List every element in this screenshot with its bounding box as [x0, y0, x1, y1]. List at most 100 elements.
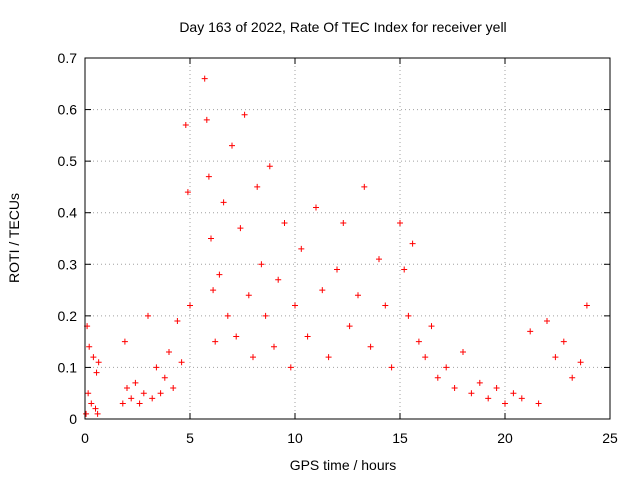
y-tick-label: 0.1 [58, 359, 78, 375]
data-point [157, 390, 164, 397]
data-point [510, 390, 517, 397]
data-point [443, 364, 450, 371]
data-point [468, 390, 475, 397]
data-point [187, 302, 193, 309]
data-point [92, 405, 99, 412]
data-point [124, 385, 130, 392]
data-point [346, 323, 353, 330]
data-point [304, 333, 311, 340]
data-point [237, 225, 244, 232]
data-point [119, 400, 126, 407]
data-point [224, 312, 231, 319]
data-point [205, 173, 212, 180]
data-point [166, 348, 172, 355]
data-points [83, 75, 590, 417]
data-point [382, 302, 389, 309]
data-point [121, 338, 128, 345]
data-point [476, 379, 483, 386]
data-point [292, 302, 298, 309]
data-point [262, 312, 269, 319]
data-point [229, 142, 235, 149]
data-point [266, 163, 273, 170]
data-point [258, 261, 265, 268]
y-tick-label: 0 [69, 411, 77, 427]
plot-frame [84, 57, 611, 420]
data-point [535, 400, 542, 407]
x-tick-label: 5 [186, 430, 194, 446]
data-point [460, 348, 466, 355]
data-point [388, 364, 395, 371]
x-tick-label: 15 [392, 430, 408, 446]
data-point [313, 204, 319, 211]
data-point [281, 220, 288, 227]
data-point [376, 256, 382, 263]
data-point [86, 343, 93, 350]
x-tick-label: 10 [287, 430, 303, 446]
y-tick-labels: 0 0.1 0.2 0.3 0.4 0.5 0.6 0.7 [58, 50, 78, 427]
y-tick-label: 0.2 [58, 308, 78, 324]
y-tick-label: 0.4 [58, 205, 78, 221]
chart-title: Day 163 of 2022, Rate Of TEC Index for r… [179, 19, 506, 35]
data-point [583, 302, 590, 309]
data-point [569, 374, 576, 381]
data-point [94, 410, 101, 417]
data-point [527, 328, 534, 335]
x-tick-labels: 0 5 10 15 20 25 [81, 430, 618, 446]
data-point [560, 338, 567, 345]
y-tick-label: 0.6 [58, 102, 78, 118]
data-point [401, 266, 408, 273]
y-tick-label: 0.3 [58, 256, 78, 272]
data-point [361, 183, 368, 190]
data-point [170, 385, 177, 392]
data-point [298, 245, 305, 252]
data-point [161, 374, 168, 381]
data-point [415, 338, 422, 345]
data-point [201, 75, 208, 82]
data-point [250, 354, 256, 361]
data-point [287, 364, 294, 371]
data-point [254, 183, 261, 190]
data-point [434, 374, 441, 381]
data-point [245, 292, 252, 299]
data-point [428, 323, 435, 330]
data-point [409, 240, 416, 247]
x-tick-label: 0 [81, 430, 89, 446]
data-point [241, 111, 248, 118]
data-point [355, 292, 361, 299]
data-point [85, 390, 92, 397]
data-point [493, 385, 500, 392]
data-point [174, 318, 181, 325]
data-point [153, 364, 160, 371]
data-point [552, 354, 559, 361]
data-point [485, 395, 492, 402]
data-point [220, 199, 227, 206]
data-point [334, 266, 340, 273]
data-point [422, 354, 429, 361]
y-tick-label: 0.5 [58, 153, 78, 169]
data-point [184, 189, 191, 196]
data-point [216, 271, 223, 278]
data-point [88, 400, 95, 407]
data-point [577, 359, 584, 366]
data-point [405, 312, 412, 319]
data-point [208, 235, 214, 242]
data-point [83, 410, 90, 417]
data-point [93, 369, 100, 376]
axis-ticks [84, 57, 611, 420]
x-tick-label: 20 [497, 430, 513, 446]
data-point [367, 343, 374, 350]
data-point [544, 318, 550, 325]
data-point [140, 390, 147, 397]
data-point [502, 400, 508, 407]
data-point [132, 379, 139, 386]
data-point [178, 359, 185, 366]
x-tick-label: 25 [602, 430, 618, 446]
data-point [518, 395, 525, 402]
y-axis-label: ROTI / TECUs [6, 193, 22, 283]
data-point [340, 220, 347, 227]
data-point [95, 359, 102, 366]
y-tick-label: 0.7 [58, 50, 78, 66]
data-point [136, 400, 143, 407]
data-point [128, 395, 135, 402]
